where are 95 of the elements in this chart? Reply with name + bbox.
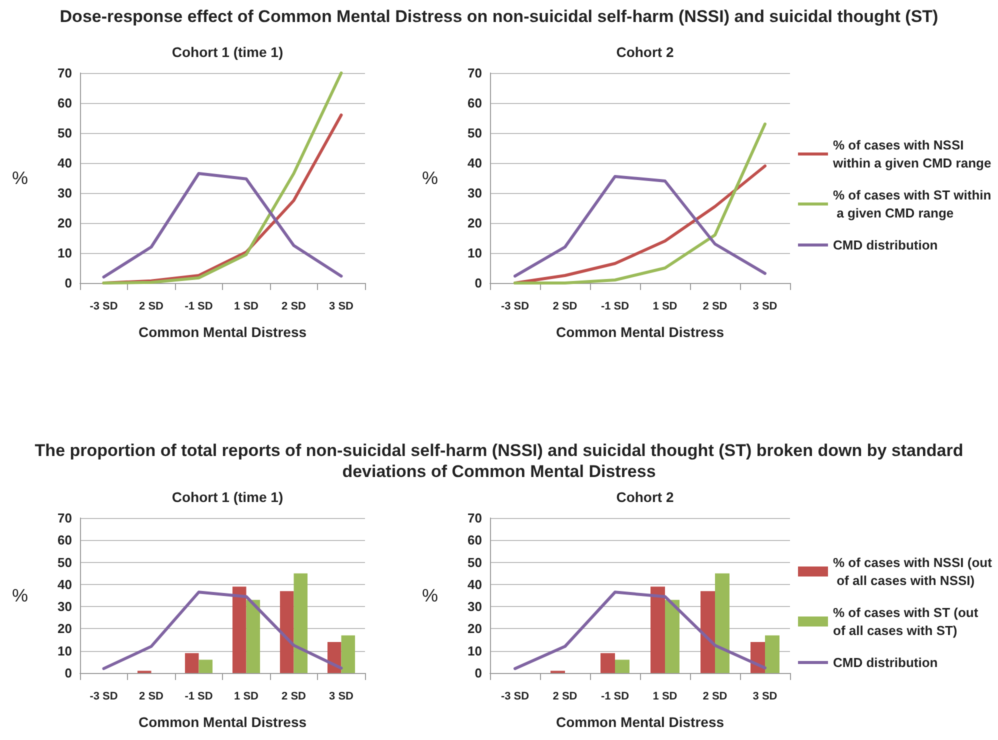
line-series (514, 122, 766, 284)
legend-label: CMD distribution (833, 655, 938, 670)
y-tick-label: 50 (468, 554, 482, 570)
y-tick-label: 20 (58, 216, 72, 230)
y-tick-label: 30 (468, 186, 482, 200)
x-tick-label: 2 SD (139, 690, 164, 702)
y-tick-label: 50 (468, 126, 482, 140)
y-tick-label: 30 (58, 599, 72, 614)
bar (184, 653, 199, 673)
y-tick-label: 40 (58, 156, 72, 170)
x-tick-label: 3 SD (752, 300, 778, 312)
line-series (102, 590, 343, 670)
text: Dose-response effect of Common Mental Distress on non-suicidal self-harm (NSSI) and suicidal thought (ST) (58, 6, 940, 27)
y-tick-label: 70 (468, 66, 482, 80)
y-axis-title: % (422, 168, 438, 188)
bar (665, 600, 680, 673)
bar (650, 586, 665, 673)
bar (715, 573, 730, 673)
x-tick-label: -3 SD (500, 300, 530, 312)
y-tick-label: 0 (64, 276, 72, 290)
bar (198, 660, 213, 673)
x-tick-label: 2 SD (139, 300, 164, 312)
y-tick-label: 0 (474, 276, 482, 290)
y-tick-label: 10 (58, 643, 72, 658)
x-tick-label: 2 SD (282, 300, 306, 312)
x-tick-label: 2 SD (552, 690, 578, 702)
y-tick-label: 20 (58, 621, 72, 636)
y-tick-label: 70 (58, 66, 72, 80)
x-tick-label: 1 SD (652, 300, 678, 312)
x-tick-label: 1 SD (234, 690, 259, 702)
x-tick-label: 2 SD (282, 690, 306, 702)
y-tick-label: 70 (468, 510, 482, 526)
bar (246, 600, 260, 673)
x-axis-title: Common Mental Distress (138, 714, 307, 730)
y-tick-label: 40 (58, 576, 72, 592)
y-tick-label: 60 (58, 532, 72, 548)
legend-label: % of cases with NSSI (out of all cases with NSSI) (833, 555, 993, 588)
y-tick-label: 20 (468, 621, 482, 636)
line-series (514, 590, 766, 670)
legend-label: CMD distribution (833, 238, 938, 252)
y-tick-label: 30 (468, 599, 482, 614)
bar (341, 635, 356, 673)
x-tick-label: 2 SD (552, 300, 578, 312)
x-tick-label: 3 SD (329, 690, 354, 702)
legend-label: % of cases with ST (out of all cases with ST) (833, 605, 982, 638)
x-tick-label: 3 SD (329, 300, 354, 312)
x-tick-label: 3 SD (752, 690, 778, 702)
bar (600, 653, 615, 673)
x-axis-title: Common Mental Distress (556, 324, 724, 340)
y-tick-label: 70 (58, 510, 72, 526)
chart-subtitle: Cohort 2 (616, 489, 674, 505)
x-tick-label: -3 SD (90, 690, 118, 702)
y-axis-title: % (12, 586, 28, 606)
legend-label: % of cases with ST within a given CMD range (833, 188, 992, 220)
x-tick-label: -1 SD (184, 300, 213, 312)
text: The proportion of total reports of non-suicidal self-harm (NSSI) and suicidal thought (ST) broken down by standard deviations of Common Mental Distress (34, 440, 964, 482)
x-tick-label: -3 SD (500, 690, 530, 702)
chart-subtitle: Cohort 2 (616, 44, 674, 60)
y-tick-label: 10 (468, 246, 482, 260)
y-tick-label: 0 (474, 666, 482, 680)
bar (700, 591, 715, 673)
x-tick-label: 1 SD (234, 300, 259, 312)
legend-label: % of cases with NSSI within a given CMD range (832, 138, 992, 170)
x-tick-label: 2 SD (702, 300, 728, 312)
bar (232, 586, 246, 673)
y-axis-title: % (12, 168, 28, 188)
y-tick-label: 20 (468, 216, 482, 230)
bar (280, 591, 294, 673)
x-tick-label: -1 SD (600, 690, 630, 702)
bar (615, 660, 630, 673)
x-tick-label: -1 SD (600, 300, 630, 312)
y-tick-label: 30 (58, 186, 72, 200)
x-tick-label: 1 SD (652, 690, 678, 702)
y-tick-label: 50 (58, 554, 72, 570)
x-tick-label: -1 SD (184, 690, 213, 702)
bar (765, 635, 780, 673)
x-axis-title: Common Mental Distress (556, 714, 724, 730)
y-tick-label: 0 (64, 666, 72, 680)
y-tick-label: 40 (468, 156, 482, 170)
bar (294, 573, 308, 673)
chart-subtitle: Cohort 1 (time 1) (172, 44, 284, 60)
y-tick-label: 50 (58, 126, 72, 140)
x-axis-title: Common Mental Distress (138, 324, 307, 340)
line-series (102, 72, 343, 284)
y-tick-label: 10 (468, 643, 482, 658)
y-tick-label: 60 (468, 532, 482, 548)
y-tick-label: 60 (468, 96, 482, 110)
y-tick-label: 60 (58, 96, 72, 110)
chart-subtitle: Cohort 1 (time 1) (172, 489, 284, 505)
y-axis-title: % (422, 586, 438, 606)
x-tick-label: 2 SD (702, 690, 728, 702)
y-tick-label: 40 (468, 576, 482, 592)
line-series (102, 172, 343, 278)
y-tick-label: 10 (58, 246, 72, 260)
x-tick-label: -3 SD (90, 300, 118, 312)
